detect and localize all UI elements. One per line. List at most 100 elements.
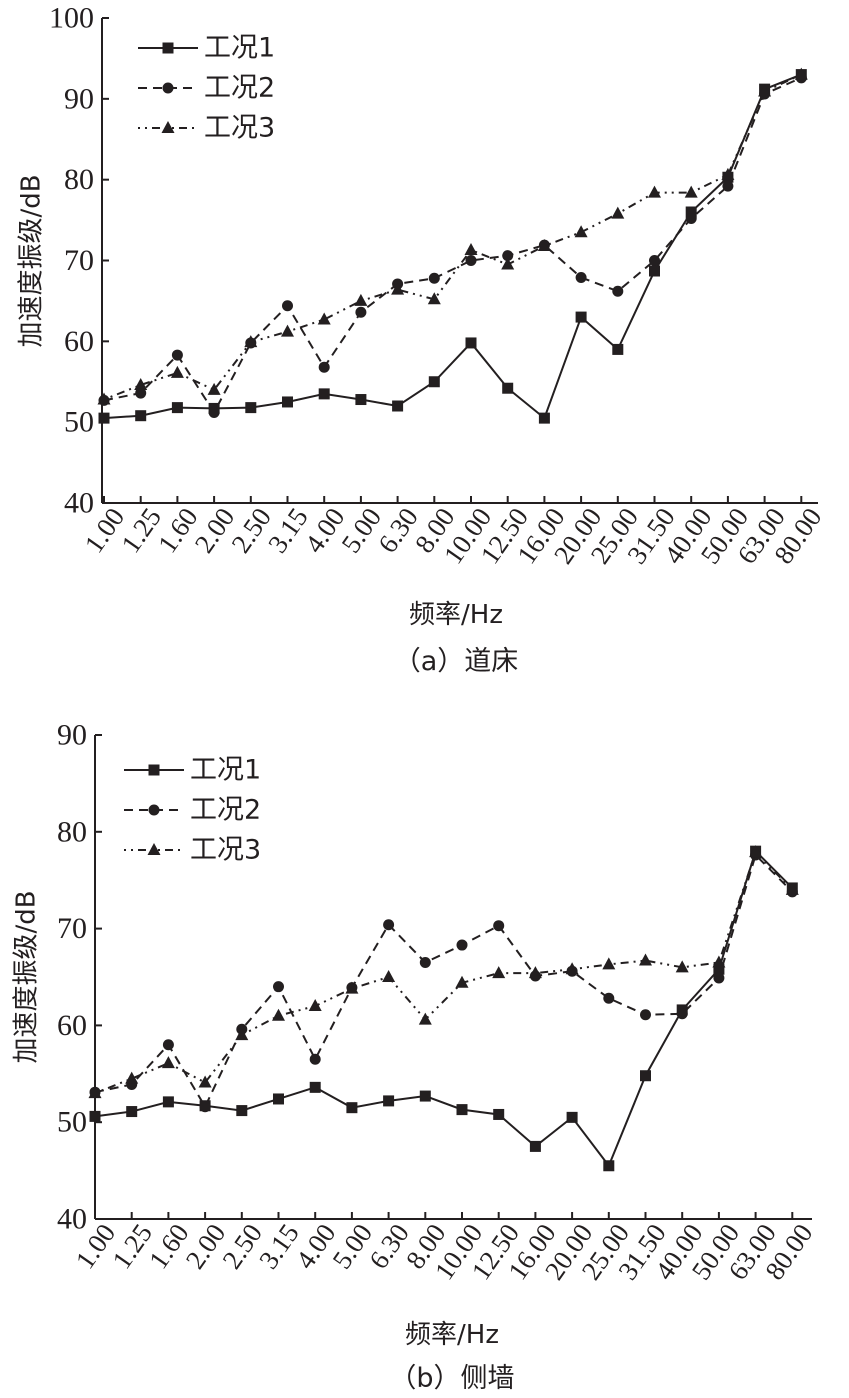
y-tick-label: 90 <box>57 719 87 752</box>
data-point-triangle <box>391 282 405 295</box>
data-point-circle <box>135 387 147 399</box>
x-axis-label: 频率/Hz <box>405 1320 499 1350</box>
data-point-circle <box>318 361 330 373</box>
legend-label-1: 工况1 <box>190 755 261 786</box>
series-group <box>97 67 808 424</box>
data-point-triangle <box>382 970 396 982</box>
legend-marker-triangle <box>161 121 175 133</box>
data-point-square <box>419 1090 431 1102</box>
data-point-square <box>135 410 147 422</box>
data-point-circle <box>685 212 697 224</box>
data-point-triangle <box>684 185 698 198</box>
data-point-triangle <box>281 324 294 337</box>
data-point-triangle <box>721 167 735 180</box>
data-point-triangle <box>565 962 579 975</box>
data-point-triangle <box>537 238 551 251</box>
series-line-1 <box>103 73 802 420</box>
data-point-square <box>171 402 183 414</box>
data-point-square <box>575 311 587 323</box>
data-point-triangle <box>345 981 359 994</box>
series-line-2 <box>103 76 802 415</box>
panel-caption: （a）道床 <box>394 646 519 677</box>
series-line-3 <box>103 73 802 401</box>
y-tick-label: 100 <box>49 2 94 35</box>
data-point-triangle <box>427 292 441 305</box>
data-point-square <box>566 1111 578 1123</box>
y-tick-label: 80 <box>57 815 87 848</box>
data-point-circle <box>603 992 615 1004</box>
data-point-circle <box>162 1039 174 1051</box>
data-point-triangle <box>648 185 661 198</box>
y-axis-label: 加速度振级/dB <box>12 890 42 1063</box>
data-point-square <box>603 1160 615 1172</box>
y-tick-label: 90 <box>64 82 94 115</box>
data-point-triangle <box>758 84 772 97</box>
data-point-triangle <box>88 1086 102 1099</box>
x-axis-label: 频率/Hz <box>409 600 503 630</box>
data-point-square <box>236 1105 248 1117</box>
legend: 工况1 工况2 工况3 <box>124 755 261 866</box>
data-point-circle <box>502 250 514 262</box>
data-point-triangle <box>134 377 148 390</box>
series-line-2 <box>94 853 794 1109</box>
y-tick-label: 50 <box>64 406 94 439</box>
data-point-triangle <box>712 955 726 968</box>
panel-caption: （b）侧墙 <box>389 1363 514 1394</box>
data-point-circle <box>428 272 440 284</box>
data-point-square <box>649 265 660 277</box>
data-point-square <box>640 1070 651 1082</box>
data-point-square <box>309 1081 321 1093</box>
data-point-triangle <box>675 960 689 973</box>
legend-marker-square <box>148 764 160 776</box>
data-point-triangle <box>161 1056 175 1069</box>
data-point-square <box>318 388 330 400</box>
data-point-square <box>346 1102 358 1114</box>
data-point-square <box>538 412 550 424</box>
data-point-square <box>126 1106 138 1118</box>
data-point-circle <box>419 956 431 968</box>
data-point-circle <box>208 406 220 418</box>
data-point-triangle <box>244 335 258 348</box>
data-point-triangle <box>308 999 322 1012</box>
series-group <box>88 845 799 1172</box>
data-point-triangle <box>528 966 542 979</box>
data-point-triangle <box>794 67 808 80</box>
data-point-circle <box>493 920 505 932</box>
data-point-triangle <box>749 845 763 858</box>
data-point-square <box>355 394 367 406</box>
data-point-triangle <box>317 312 331 325</box>
data-point-circle <box>383 919 395 931</box>
legend-label-3: 工况3 <box>204 113 275 144</box>
data-point-triangle <box>492 966 506 979</box>
x-ticks: 1.001.251.602.002.503.154.005.006.308.00… <box>79 496 828 569</box>
data-point-square <box>493 1108 505 1120</box>
legend-label-2: 工况2 <box>190 795 261 826</box>
legend-label-2: 工况2 <box>204 73 275 104</box>
data-point-square <box>162 1096 174 1108</box>
chart-panel-b: 40 50 60 70 80 90 1.001.251.602.002.503.154.0… <box>12 719 819 1395</box>
data-point-triangle <box>464 242 478 255</box>
data-point-triangle <box>235 1028 249 1041</box>
y-tick-label: 40 <box>57 1203 87 1236</box>
legend-label-1: 工况1 <box>204 33 275 64</box>
data-point-square <box>392 400 404 412</box>
data-point-circle <box>456 939 468 951</box>
data-point-square <box>98 412 110 424</box>
data-point-circle <box>676 1008 688 1020</box>
data-point-square <box>713 963 725 975</box>
data-point-square <box>273 1093 284 1105</box>
data-point-triangle <box>125 1071 139 1084</box>
data-point-circle <box>640 1009 651 1021</box>
data-point-triangle <box>418 1012 432 1025</box>
y-ticks: 40 50 60 70 80 90 100 <box>49 2 109 520</box>
data-point-square <box>383 1095 395 1107</box>
data-point-circle <box>575 271 587 283</box>
legend-marker-triangle <box>147 843 161 855</box>
data-point-triangle <box>639 953 652 966</box>
legend-label-3: 工况3 <box>190 835 261 866</box>
chart-panel-a: 40 50 60 70 80 90 100 1.001.251.602.002.503.15… <box>17 2 828 678</box>
legend-marker-square <box>162 42 174 54</box>
data-point-triangle <box>785 882 799 895</box>
y-tick-label: 70 <box>57 912 87 945</box>
